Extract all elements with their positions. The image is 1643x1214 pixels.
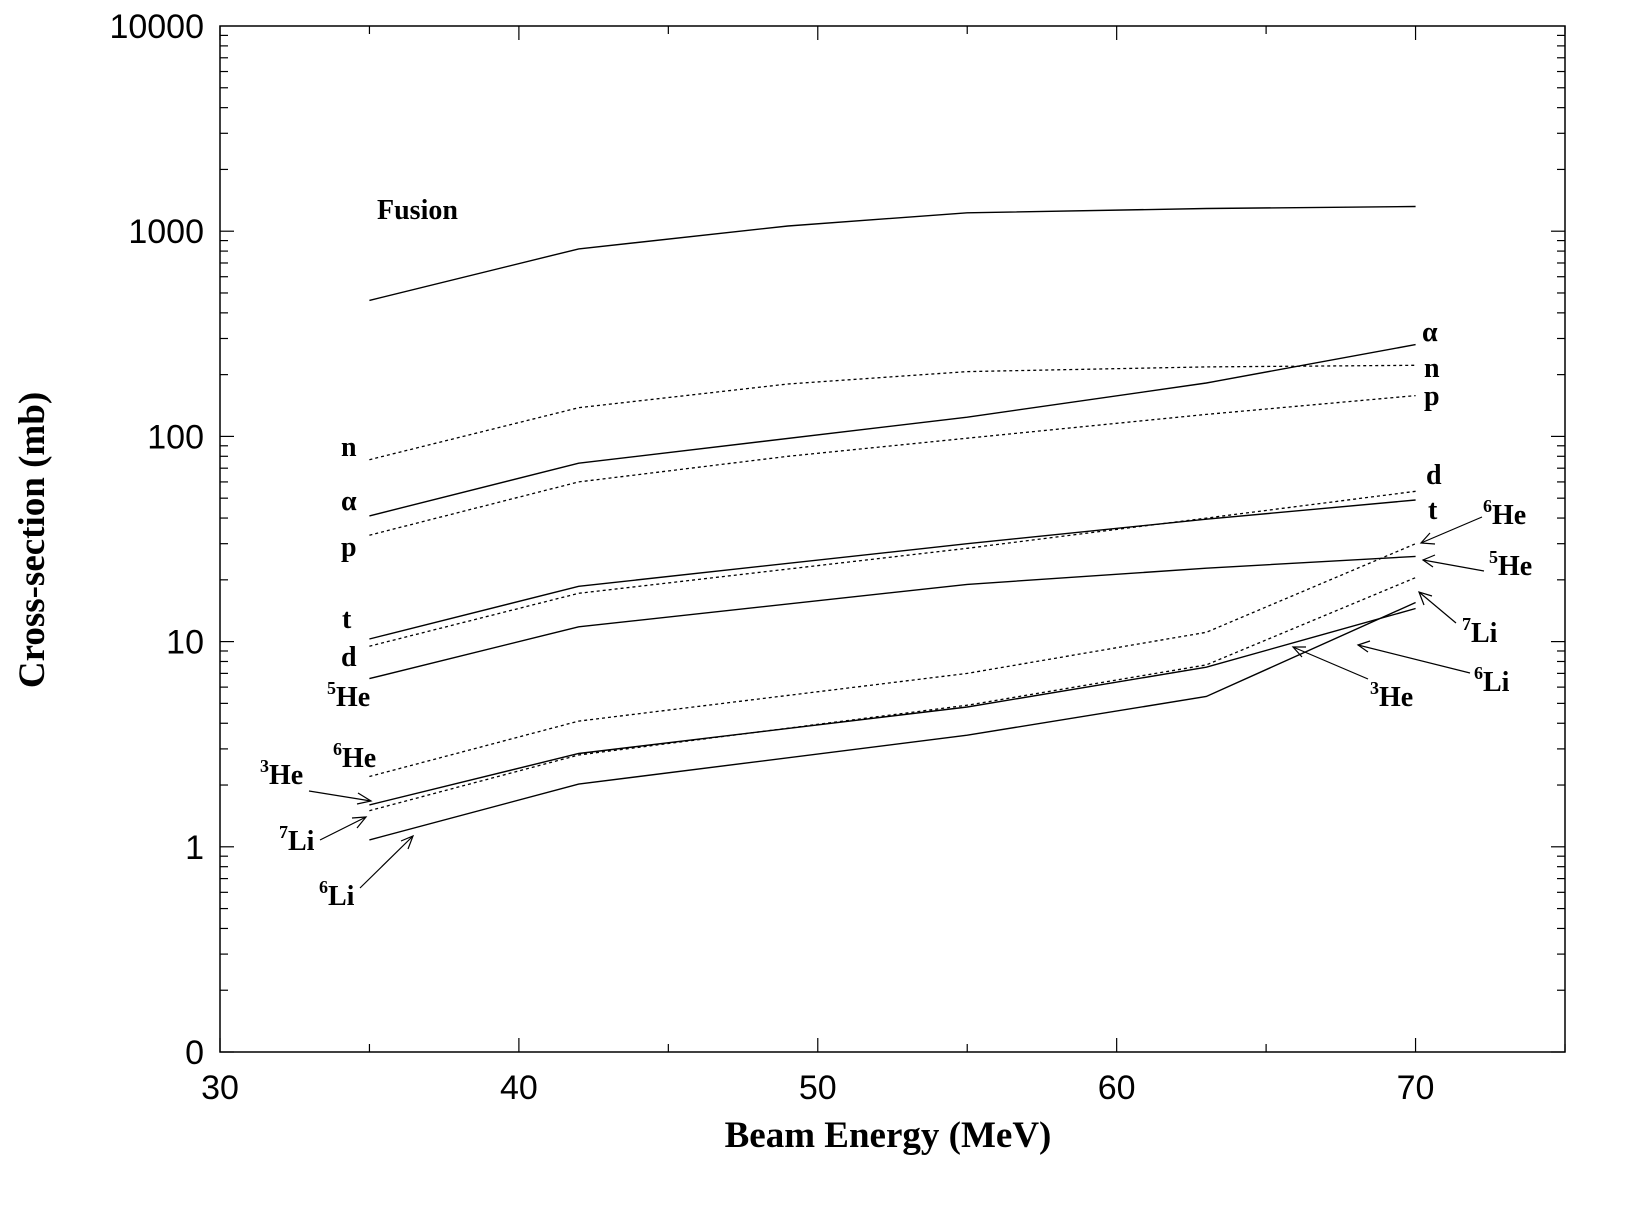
pointer-arrow-6he-right — [1419, 516, 1483, 545]
label-fusion: Fusion — [377, 195, 458, 226]
tick-labels: 30 40 50 60 70 0 1 10 100 1000 10000 — [109, 8, 1434, 1107]
label-alpha-right: α — [1422, 317, 1438, 348]
series-line-p — [369, 394, 1416, 536]
label-6he-left: 6He — [333, 739, 376, 774]
label-alpha-left: α — [341, 486, 357, 517]
label-6li-right: 6Li — [1474, 663, 1510, 698]
pointer-arrow-6li-left — [359, 834, 415, 889]
label-6he-right: 6He — [1483, 496, 1526, 531]
label-n-left: n — [341, 432, 357, 463]
pointer-arrow-7li-right — [1417, 591, 1457, 624]
series-line-d — [369, 490, 1416, 647]
plot-frame — [219, 25, 1566, 1053]
label-t-left: t — [342, 604, 352, 635]
pointer-arrow-7li-left — [319, 816, 368, 841]
label-5he-right: 5He — [1489, 547, 1532, 582]
label-d-right: d — [1426, 460, 1442, 491]
series-lines — [369, 205, 1416, 841]
series-line-5he — [369, 555, 1416, 680]
label-6li-left: 6Li — [319, 877, 355, 912]
pointer-arrow-3he-left — [308, 790, 373, 805]
series-line-3he — [369, 607, 1416, 806]
y-axis-title: Cross-section (mb) — [12, 392, 53, 688]
axis-ticks — [219, 26, 1566, 1053]
y-tick-label: 10 — [166, 624, 204, 662]
label-3he-right: 3He — [1370, 678, 1413, 713]
x-tick-label: 50 — [799, 1069, 837, 1107]
label-7li-left: 7Li — [279, 822, 315, 857]
series-line-fusion — [369, 205, 1416, 302]
y-tick-label: 100 — [147, 418, 204, 456]
x-tick-label: 60 — [1098, 1069, 1136, 1107]
series-annotations: Fusion n α p t d 5He 6He 3He 7Li 6Li α n… — [260, 195, 1532, 912]
y-tick-label: 1 — [185, 829, 204, 867]
series-line-6he — [369, 543, 1416, 778]
y-tick-label: 10000 — [109, 8, 204, 46]
series-line-t — [369, 499, 1416, 640]
x-tick-label: 30 — [201, 1069, 239, 1107]
x-axis-title: Beam Energy (MeV) — [725, 1115, 1052, 1156]
label-3he-left: 3He — [260, 756, 303, 791]
label-5he-left: 5He — [327, 678, 370, 713]
pointer-arrow-3he-right — [1291, 646, 1369, 680]
pointer-arrow-5he-right — [1421, 554, 1485, 572]
label-p-right: p — [1424, 381, 1440, 412]
pointer-arrow-6li-right — [1356, 640, 1471, 674]
x-tick-label: 70 — [1397, 1069, 1435, 1107]
label-p-left: p — [341, 532, 357, 563]
series-line-n — [369, 364, 1416, 461]
y-tick-label: 1000 — [128, 213, 204, 251]
x-tick-label: 40 — [500, 1069, 538, 1107]
label-d-left: d — [341, 642, 357, 673]
series-line-α — [369, 343, 1416, 517]
label-7li-right: 7Li — [1462, 614, 1498, 649]
y-tick-label: 0 — [185, 1034, 204, 1072]
series-line-7li — [369, 577, 1416, 812]
series-line-6li — [369, 601, 1416, 841]
label-t-right: t — [1428, 495, 1438, 526]
label-n-right: n — [1424, 353, 1440, 384]
